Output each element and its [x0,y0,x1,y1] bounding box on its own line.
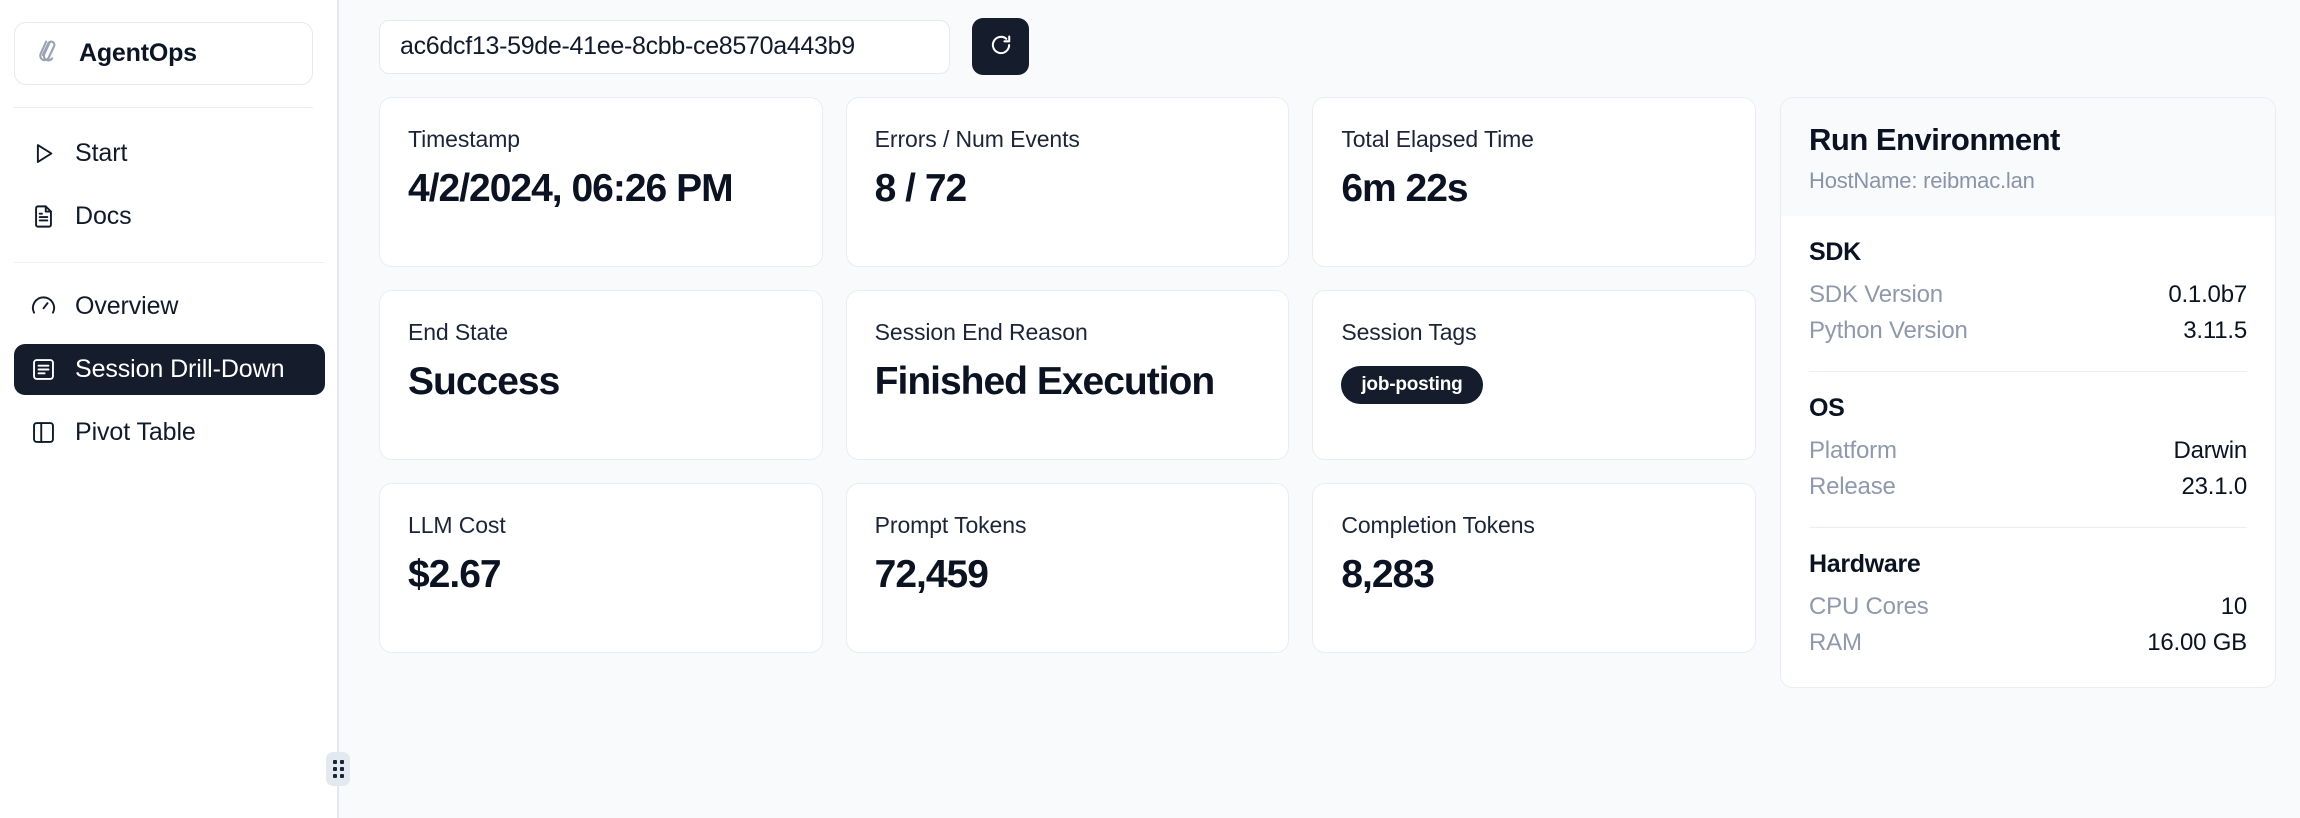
metric-card-errors-num-events: Errors / Num Events 8 / 72 [845,97,1290,267]
sidebar-item-label: Docs [75,202,132,230]
columns-panel-icon [30,419,57,446]
sidebar-divider [337,0,339,818]
env-key: Platform [1809,437,1897,464]
card-label: LLM Cost [408,512,506,538]
card-label: Errors / Num Events [874,126,1080,152]
brand-divider [14,107,313,108]
nav-divider [14,262,325,263]
metric-card-grid: Timestamp 4/2/2024, 06:26 PM Errors / Nu… [379,97,1756,688]
env-section-sdk: SDK SDK Version 0.1.0b7 Python Version 3… [1809,216,2247,349]
env-value: Darwin [2173,437,2248,464]
card-label: Timestamp [408,126,520,152]
sidebar-item-label: Session Drill-Down [75,355,285,383]
env-key: Python Version [1809,317,1968,344]
env-section-title: SDK [1809,238,1861,266]
card-label: Session Tags [1341,319,1477,345]
card-label: Prompt Tokens [874,512,1027,538]
card-value: 8,283 [1341,553,1435,596]
main-content: Timestamp 4/2/2024, 06:26 PM Errors / Nu… [339,0,2300,818]
env-row: Python Version 3.11.5 [1809,313,2247,349]
card-value: 72,459 [874,553,989,596]
topbar [379,0,2276,75]
card-label: End State [408,319,509,345]
env-key: SDK Version [1809,281,1943,308]
metric-card-end-state: End State Success [379,290,823,460]
sidebar-item-overview[interactable]: Overview [14,281,325,332]
refresh-button[interactable] [972,18,1029,75]
metric-card-session-tags: Session Tags job-posting [1312,290,1756,460]
metric-card-llm-cost: LLM Cost $2.67 [379,483,823,653]
card-label: Total Elapsed Time [1341,126,1534,152]
run-environment-panel: Run Environment HostName: reibmac.lan SD… [1780,97,2276,688]
document-text-icon [30,203,57,230]
brand-name: AgentOps [79,39,197,67]
env-section-hardware: Hardware CPU Cores 10 RAM 16.00 GB [1809,527,2247,661]
hostname-label: HostName: reibmac.lan [1809,168,2035,193]
env-row: Release 23.1.0 [1809,469,2247,505]
env-row: RAM 16.00 GB [1809,625,2247,661]
refresh-icon [988,32,1014,61]
metric-card-session-end-reason: Session End Reason Finished Execution [845,290,1290,460]
sidebar-item-pivot-table[interactable]: Pivot Table [14,407,325,458]
sidebar-item-label: Start [75,139,128,167]
nav-group-primary: Start Docs [0,108,339,263]
status-badge[interactable]: job-posting [1341,366,1483,404]
env-key: RAM [1809,629,1862,656]
env-row: CPU Cores 10 [1809,589,2247,625]
brand-container: AgentOps [0,0,339,108]
card-value: 8 / 72 [874,167,968,210]
env-value: 16.00 GB [2147,629,2247,656]
content-area: Timestamp 4/2/2024, 06:26 PM Errors / Nu… [379,75,2276,688]
env-value: 0.1.0b7 [2168,281,2247,308]
env-key: CPU Cores [1809,593,1929,620]
metric-card-prompt-tokens: Prompt Tokens 72,459 [845,483,1290,653]
env-section-title: OS [1809,394,1845,422]
sidebar-item-docs[interactable]: Docs [14,191,325,242]
run-environment-body: SDK SDK Version 0.1.0b7 Python Version 3… [1781,216,2275,687]
card-value: $2.67 [408,553,502,596]
panel-title: Run Environment [1809,122,2060,157]
paperclip-icon [33,36,63,71]
card-label: Session End Reason [874,319,1088,345]
env-section-title: Hardware [1809,550,1921,578]
env-value: 3.11.5 [2183,317,2247,344]
env-row: SDK Version 0.1.0b7 [1809,277,2247,313]
sidebar: AgentOps Start [0,0,350,818]
env-row: Platform Darwin [1809,433,2247,469]
gauge-icon [30,293,57,320]
run-environment-header: Run Environment HostName: reibmac.lan [1781,98,2275,216]
card-value: 6m 22s [1341,167,1468,210]
card-value: Success [408,360,560,403]
env-key: Release [1809,473,1896,500]
env-section-os: OS Platform Darwin Release 23.1.0 [1809,371,2247,505]
sidebar-item-start[interactable]: Start [14,128,325,179]
list-panel-icon [30,356,57,383]
card-label: Completion Tokens [1341,512,1535,538]
sidebar-item-label: Overview [75,292,179,320]
env-value: 23.1.0 [2181,473,2247,500]
drag-handle-icon [332,760,344,778]
brand-logo-button[interactable]: AgentOps [14,22,313,85]
card-value: Finished Execution [874,360,1216,403]
sidebar-item-label: Pivot Table [75,418,196,446]
sidebar-resize-handle[interactable] [326,752,350,786]
env-value: 10 [2220,593,2247,620]
session-id-input[interactable] [379,19,950,74]
nav-group-secondary: Overview Session Drill-Down [0,263,339,458]
metric-card-timestamp: Timestamp 4/2/2024, 06:26 PM [379,97,823,267]
card-value: 4/2/2024, 06:26 PM [408,167,734,210]
sidebar-item-session-drill-down[interactable]: Session Drill-Down [14,344,325,395]
metric-card-total-elapsed-time: Total Elapsed Time 6m 22s [1312,97,1756,267]
metric-card-completion-tokens: Completion Tokens 8,283 [1312,483,1756,653]
play-triangle-icon [30,140,57,167]
